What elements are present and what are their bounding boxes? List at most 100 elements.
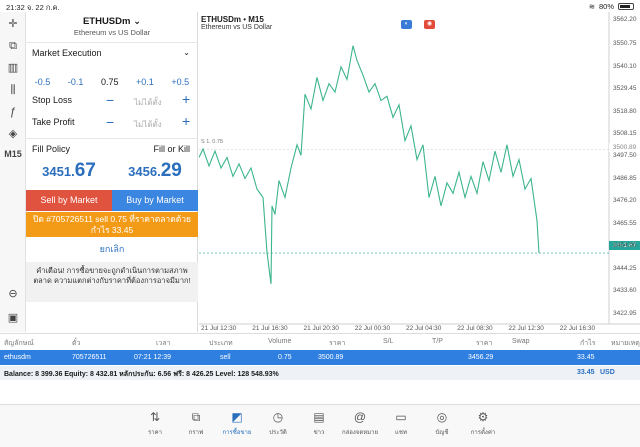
tab-mailbox[interactable]: @ กล่องจดหมาย <box>341 410 379 436</box>
bar-chart-icon[interactable]: ▥ <box>7 62 19 74</box>
y-tick-label: 3497.50 <box>613 152 637 160</box>
settings-icon: ⚙ <box>477 410 489 424</box>
volume-value[interactable]: 0.75 <box>100 77 119 87</box>
chart-timeframe: M15 <box>248 15 264 24</box>
trade-icon: ◩ <box>231 410 243 424</box>
take-profit-plus-button[interactable]: + <box>182 113 191 129</box>
volume-minus-0.5[interactable]: -0.5 <box>34 77 51 87</box>
header-time[interactable]: เวลา <box>156 340 171 347</box>
y-tick-label: 3529.45 <box>613 85 637 93</box>
trade-panel-icon[interactable]: ▣ <box>7 312 19 324</box>
take-profit-minus-button[interactable]: − <box>106 114 115 130</box>
one-click-icon[interactable]: ◐ <box>401 20 412 29</box>
tab-account[interactable]: ◎ บัญชี <box>422 409 462 437</box>
tab-chart[interactable]: ⧉ กราฟ <box>176 409 216 437</box>
tab-quotes[interactable]: ⇅ ราคา <box>135 409 175 437</box>
chart-description: Ethereum vs US Dollar <box>201 24 273 31</box>
currency-label: USD <box>600 369 615 376</box>
battery-icon <box>618 3 634 10</box>
chat-icon: ▭ <box>395 410 407 424</box>
chevron-down-icon: ⌄ <box>183 48 190 57</box>
bid-price: 3451.67 <box>42 160 96 181</box>
x-tick-label: 22 Jul 00:30 <box>354 325 391 332</box>
y-tick-label: 3422.95 <box>613 309 637 317</box>
execution-dropdown[interactable]: Market Execution ⌄ <box>26 42 198 62</box>
mailbox-icon: @ <box>353 410 367 424</box>
tab-trade[interactable]: ◩ การซื้อขาย <box>217 409 257 437</box>
chevron-down-icon: ⌄ <box>133 16 142 27</box>
header-volume[interactable]: Volume <box>268 338 292 345</box>
y-tick-label: 3465.55 <box>613 219 637 227</box>
header-current-price[interactable]: ราคา <box>476 340 493 347</box>
account-summary: Balance: 8 399.36 Equity: 8 432.81 หลักป… <box>0 366 640 380</box>
symbol-description: Ethereum vs US Dollar <box>73 28 151 37</box>
stop-loss-input[interactable]: ไม่ได้ตั้ง <box>134 98 162 107</box>
y-tick-label: 3454.90 <box>613 242 637 250</box>
tab-news[interactable]: ▤ ข่าว <box>299 409 339 437</box>
header-symbol[interactable]: สัญลักษณ์ <box>4 340 34 347</box>
chart-symbol: ETHUSDm <box>201 15 242 24</box>
total-profit: 33.45 <box>577 369 595 376</box>
function-icon[interactable]: ƒ <box>9 106 17 118</box>
header-ticket[interactable]: ตั๋ว <box>72 340 81 347</box>
indicators-icon[interactable]: ⫼ <box>10 84 16 96</box>
header-sl[interactable]: S/L <box>383 338 394 345</box>
wifi-icon: ≋ <box>588 2 595 11</box>
price-series-line <box>199 45 540 284</box>
x-tick-label: 22 Jul 12:30 <box>508 325 544 332</box>
x-tick-label: 21 Jul 12:30 <box>201 325 237 332</box>
crosshair-icon[interactable]: ✛ <box>8 18 18 30</box>
y-tick-label: 3550.75 <box>613 40 637 48</box>
candlestick-icon[interactable]: ⧉ <box>9 40 17 52</box>
volume-plus-0.5[interactable]: +0.5 <box>171 77 190 87</box>
header-type[interactable]: ประเภท <box>209 340 233 347</box>
y-tick-label: 3518.80 <box>613 107 637 115</box>
chart-icon: ⧉ <box>191 410 201 424</box>
y-tick-label: 3486.85 <box>613 174 637 182</box>
price-chart[interactable]: ETHUSDm • M15 Ethereum vs US Dollar ◐ ◉ … <box>199 12 640 332</box>
volume-minus-0.1[interactable]: -0.1 <box>67 77 84 87</box>
sell-by-market-button[interactable]: Sell by Market <box>26 190 112 211</box>
volume-plus-0.1[interactable]: +0.1 <box>136 77 154 87</box>
tab-settings[interactable]: ⚙ การตั้งค่า <box>463 409 503 437</box>
buy-by-market-button[interactable]: Buy by Market <box>112 190 198 211</box>
table-header: สัญลักษณ์ ตั๋ว เวลา ประเภท Volume ราคา S… <box>0 334 640 349</box>
objects-icon[interactable]: ◈ <box>8 128 18 140</box>
ask-price: 3456.29 <box>128 160 182 181</box>
fill-policy-row[interactable]: Fill Policy Fill or Kill <box>26 138 198 158</box>
stop-loss-plus-button[interactable]: + <box>182 91 191 107</box>
history-icon: ◷ <box>272 410 284 424</box>
header-comment[interactable]: หมายเหตุ <box>611 340 640 347</box>
battery-percent: 80% <box>598 2 614 11</box>
tab-chat[interactable]: ▭ แชท <box>381 409 421 437</box>
tab-history[interactable]: ◷ ประวัติ <box>258 409 298 437</box>
balance-text: Balance: 8 399.36 Equity: 8 432.81 หลักป… <box>4 371 279 378</box>
y-tick-label: 3433.60 <box>613 287 637 295</box>
timeframe-button[interactable]: M15 <box>4 149 22 159</box>
entry-label: S 1. 0.75 <box>201 139 224 145</box>
signal-icon[interactable]: ◉ <box>424 20 435 29</box>
cancel-button[interactable]: ยกเลิก <box>99 244 125 254</box>
chart-toolbar: ✛ ⧉ ▥ ⫼ ƒ ◈ M15 ⊖ ▣ <box>0 12 26 332</box>
price-display: 3451.67 3456.29 <box>26 160 198 188</box>
header-tp[interactable]: T/P <box>432 338 443 345</box>
y-tick-label: 3444.25 <box>613 264 637 272</box>
chart-plot <box>199 12 640 325</box>
table-row[interactable]: ethusdm 705726511 07:21 12:39 sell 0.75 … <box>0 350 640 365</box>
header-profit[interactable]: กำไร <box>580 340 596 347</box>
stop-loss-row: Stop Loss − ไม่ได้ตั้ง + <box>32 91 191 108</box>
y-tick-label: 3508.15 <box>613 129 637 137</box>
close-position-button[interactable]: ปิด #705726511 sell 0.75 ที่ราคาตลาดด้วย… <box>26 212 198 237</box>
zoom-icon[interactable]: ⊖ <box>8 288 18 300</box>
market-warning: คำเตือน! การซื้อขายจะถูกดำเนินการตามสภาพ… <box>26 262 198 302</box>
take-profit-input[interactable]: ไม่ได้ตั้ง <box>134 120 162 129</box>
last-price-tag: 3451.67 <box>609 241 640 250</box>
header-open-price[interactable]: ราคา <box>329 340 346 347</box>
symbol-selector[interactable]: ETHUSDm ⌄ <box>82 16 142 27</box>
news-icon: ▤ <box>313 410 325 424</box>
entry-price-tag: 3500.89 <box>609 143 640 152</box>
header-swap[interactable]: Swap <box>512 338 530 345</box>
quotes-icon: ⇅ <box>149 410 161 424</box>
y-tick-label: 3540.10 <box>613 62 637 70</box>
stop-loss-minus-button[interactable]: − <box>106 92 115 108</box>
